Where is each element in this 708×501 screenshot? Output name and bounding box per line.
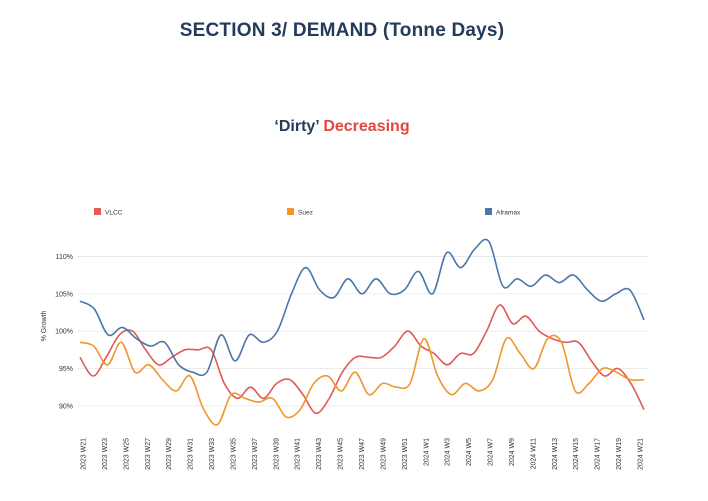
y-tick-label: 90% xyxy=(59,403,73,410)
series-line-suez xyxy=(79,334,645,426)
x-tick-label: 2024 W21 xyxy=(638,438,645,470)
x-tick-label: 2024 W13 xyxy=(552,438,559,470)
x-tick-label: 2024 W15 xyxy=(573,438,580,470)
x-tick-label: 2023 W41 xyxy=(295,438,302,470)
subtitle-dirty: ‘Dirty’ xyxy=(274,118,319,135)
legend-swatch-aframax xyxy=(485,208,492,215)
x-tick-label: 2023 W33 xyxy=(209,438,216,470)
x-tick-label: 2024 W5 xyxy=(466,438,473,466)
subtitle-decreasing: Decreasing xyxy=(323,118,410,135)
x-tick-label: 2023 W37 xyxy=(252,438,259,470)
y-tick-label: 110% xyxy=(56,254,73,261)
x-tick-label: 2023 W47 xyxy=(359,438,366,470)
legend-label-aframax: Aframax xyxy=(496,210,521,217)
y-axis-ticks: 90% 95% 100% 105% 110% xyxy=(55,254,73,410)
x-tick-label: 2023 W29 xyxy=(166,438,173,470)
x-tick-label: 2024 W11 xyxy=(530,438,537,469)
x-tick-label: 2024 W19 xyxy=(616,438,623,470)
series-lines xyxy=(79,238,645,426)
series-line-vlcc xyxy=(79,304,645,415)
x-tick-label: 2024 W7 xyxy=(488,438,495,466)
y-tick-label: 105% xyxy=(55,291,73,298)
legend-label-suez: Suez xyxy=(298,210,313,217)
y-axis-label: % Growth xyxy=(41,311,48,342)
series-line-aframax xyxy=(79,238,645,377)
x-tick-label: 2023 W31 xyxy=(188,438,195,470)
x-tick-label: 2023 W49 xyxy=(380,438,387,470)
legend-swatch-suez xyxy=(287,208,294,215)
x-tick-label: 2023 W51 xyxy=(402,438,409,470)
x-tick-label: 2023 W43 xyxy=(316,438,323,470)
chart-legend: VLCC Suez Aframax xyxy=(94,208,521,217)
x-axis-ticks: 2023 W21 2023 W23 2023 W25 2023 W27 2023 W29… xyxy=(81,438,645,470)
chart-subtitle: ‘Dirty’ Decreasing xyxy=(0,118,684,136)
legend-label-vlcc: VLCC xyxy=(105,210,123,217)
x-tick-label: 2023 W25 xyxy=(123,438,130,470)
x-tick-label: 2023 W35 xyxy=(230,438,237,470)
x-tick-label: 2023 W21 xyxy=(81,438,88,470)
x-tick-label: 2024 W9 xyxy=(509,438,516,466)
x-tick-label: 2023 W27 xyxy=(145,438,152,470)
x-tick-label: 2024 W1 xyxy=(423,438,430,466)
y-tick-label: 100% xyxy=(55,329,73,336)
x-tick-label: 2023 W45 xyxy=(338,438,345,470)
legend-swatch-vlcc xyxy=(94,208,101,215)
x-tick-label: 2024 W17 xyxy=(595,438,602,470)
x-tick-label: 2024 W3 xyxy=(445,438,452,466)
page-title: SECTION 3/ DEMAND (Tonne Days) xyxy=(179,20,505,41)
y-tick-label: 95% xyxy=(59,366,73,373)
x-tick-label: 2023 W23 xyxy=(102,438,109,470)
x-tick-label: 2023 W39 xyxy=(273,438,280,470)
